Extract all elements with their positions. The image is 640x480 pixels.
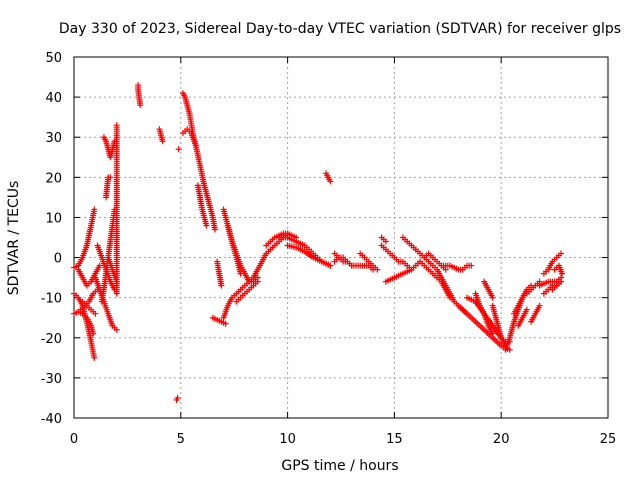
data-point	[489, 294, 496, 301]
series-arc-j4	[523, 278, 543, 297]
chart-title: Day 330 of 2023, Sidereal Day-to-day VTE…	[59, 21, 621, 37]
series-arc-e6	[233, 278, 261, 305]
series-arc-i3	[472, 290, 496, 337]
data-point	[222, 320, 229, 327]
x-tick-label: 25	[600, 432, 617, 447]
data-point	[489, 330, 496, 337]
data-point	[211, 226, 218, 233]
y-tick-label: -30	[41, 372, 62, 387]
series-arc-j5	[528, 302, 543, 325]
series-arc-f4	[284, 242, 334, 269]
series-arc-k4	[549, 278, 565, 293]
x-tick-label: 0	[70, 432, 78, 447]
series-arc-b1	[92, 274, 120, 333]
y-tick-label: -20	[41, 332, 62, 347]
data-point	[446, 294, 453, 301]
data-points	[71, 82, 566, 403]
series-arc-e1	[209, 314, 229, 327]
series-arc-g6	[378, 234, 389, 245]
axis-ticks	[73, 56, 609, 419]
series-arc-h5	[438, 262, 475, 273]
series-arc-b4	[103, 174, 114, 201]
series-arc-a3	[71, 206, 98, 271]
data-point	[159, 138, 166, 145]
series-arc-d3	[194, 182, 210, 229]
series-arc-k1	[536, 274, 565, 289]
y-tick-label: 10	[45, 211, 62, 226]
y-tick-label: 50	[45, 51, 62, 66]
grid	[74, 57, 608, 418]
data-point	[558, 278, 565, 285]
data-point	[468, 262, 475, 269]
series-arc-c2	[156, 126, 166, 145]
series-arc-a6	[79, 298, 99, 317]
data-point	[374, 266, 381, 273]
y-tick-label: 30	[45, 131, 62, 146]
data-point	[203, 222, 210, 229]
series-arc-c3	[173, 394, 181, 403]
plot-frame	[73, 56, 609, 419]
x-tick-label: 5	[177, 432, 185, 447]
x-tick-label: 20	[493, 432, 510, 447]
series-arc-a4	[75, 262, 103, 289]
series-arc-g5	[382, 258, 424, 285]
data-point	[327, 178, 334, 185]
series-arc-j2	[511, 282, 535, 317]
y-tick-label: 0	[54, 252, 62, 267]
data-point	[254, 278, 261, 285]
data-point	[218, 282, 225, 289]
series-arc-c4	[175, 146, 182, 153]
series-arc-c1	[135, 82, 144, 109]
y-tick-label: -10	[41, 292, 62, 307]
series-arc-h3	[417, 258, 453, 301]
series-arc-g3	[357, 250, 381, 273]
y-tick-labels: -40 -30 -20 -10 0 10 20 30 40 50	[41, 51, 62, 427]
data-point	[558, 250, 565, 257]
series-arc-g2	[331, 254, 355, 269]
data-point	[523, 306, 530, 313]
x-tick-label: 10	[279, 432, 296, 447]
data-point	[348, 262, 355, 269]
y-tick-label: 40	[45, 91, 62, 106]
data-point	[536, 302, 543, 309]
y-axis-label: SDTVAR / TECUs	[6, 181, 22, 296]
data-point	[382, 238, 389, 245]
series-arc-i1	[455, 302, 513, 353]
series-arc-f5	[323, 170, 334, 185]
data-point	[113, 326, 120, 333]
y-tick-label: -40	[41, 412, 62, 427]
series-arc-f1	[250, 230, 291, 281]
data-point	[91, 354, 98, 361]
data-point	[559, 270, 566, 277]
data-point	[327, 262, 334, 269]
data-point	[91, 206, 98, 213]
data-point	[107, 174, 114, 181]
series-arc-k5	[551, 262, 566, 277]
data-point	[113, 290, 120, 297]
x-tick-label: 15	[386, 432, 403, 447]
series-arc-d2	[179, 126, 218, 233]
data-point	[175, 146, 182, 153]
series-arc-i4	[481, 278, 496, 301]
data-point	[137, 102, 144, 109]
series-arc-b7	[113, 122, 120, 297]
y-tick-label: 20	[45, 171, 62, 186]
x-tick-labels: 0 5 10 15 20 25	[70, 432, 616, 447]
data-point	[92, 310, 99, 317]
series-arc-j3	[515, 306, 530, 329]
series-arc-a2	[71, 290, 98, 361]
series-arc-k3	[540, 250, 565, 277]
series-arc-e2	[214, 258, 225, 289]
x-axis-label: GPS time / hours	[281, 458, 398, 474]
data-point	[174, 394, 181, 401]
